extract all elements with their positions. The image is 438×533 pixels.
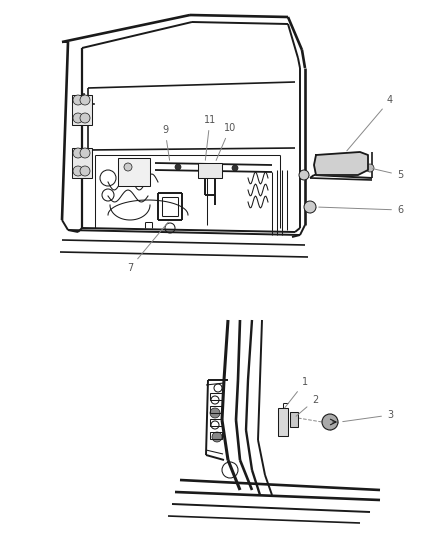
Text: 5: 5: [373, 168, 403, 180]
Circle shape: [299, 170, 309, 180]
Circle shape: [80, 148, 90, 158]
Bar: [278, 408, 288, 436]
Bar: [72, 148, 92, 178]
Bar: [290, 412, 298, 427]
Polygon shape: [314, 152, 368, 175]
Circle shape: [304, 201, 316, 213]
Circle shape: [73, 148, 83, 158]
Text: 1: 1: [285, 377, 308, 408]
Text: 3: 3: [343, 410, 393, 422]
Circle shape: [366, 164, 374, 172]
Bar: [210, 432, 222, 439]
Text: 4: 4: [347, 95, 393, 151]
Bar: [210, 406, 222, 413]
Text: 7: 7: [127, 222, 168, 273]
Bar: [210, 393, 222, 400]
Circle shape: [212, 432, 222, 442]
Text: 6: 6: [319, 205, 403, 215]
Text: 2: 2: [296, 395, 318, 416]
Circle shape: [73, 95, 83, 105]
Bar: [210, 419, 222, 426]
Text: 10: 10: [216, 123, 236, 160]
Circle shape: [124, 163, 132, 171]
Circle shape: [210, 408, 220, 418]
Circle shape: [73, 113, 83, 123]
Bar: [198, 163, 222, 178]
Circle shape: [73, 166, 83, 176]
Bar: [118, 158, 150, 186]
Circle shape: [232, 165, 238, 171]
Circle shape: [322, 414, 338, 430]
Bar: [72, 95, 92, 125]
Circle shape: [80, 95, 90, 105]
Circle shape: [80, 166, 90, 176]
Circle shape: [80, 113, 90, 123]
Circle shape: [175, 164, 181, 170]
Text: 11: 11: [204, 115, 216, 160]
Text: 9: 9: [162, 125, 170, 160]
